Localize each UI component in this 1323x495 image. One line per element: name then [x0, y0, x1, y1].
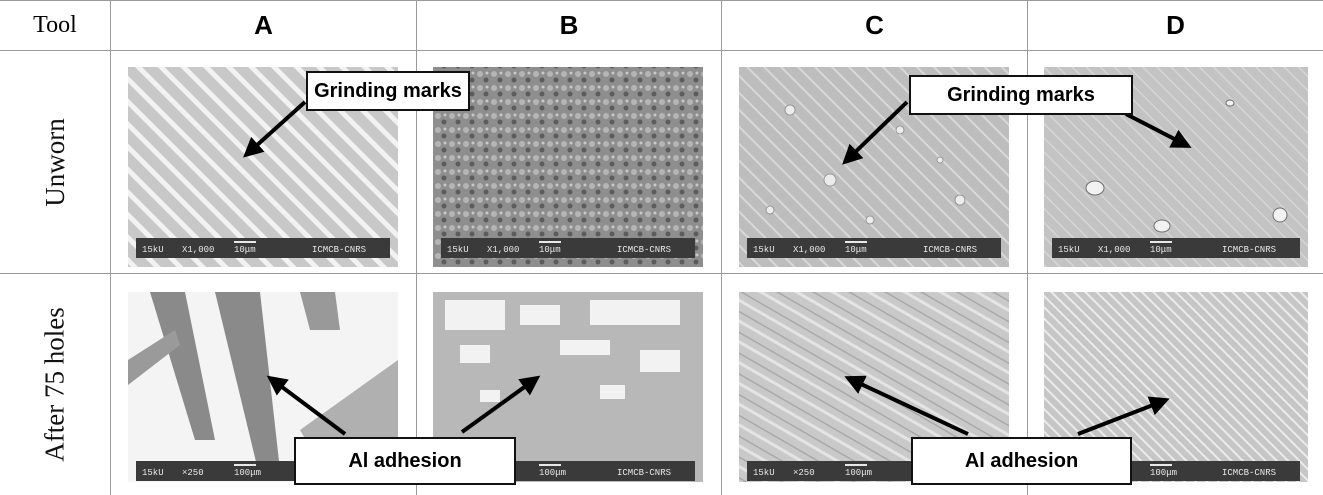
sem-scale-label: 10μm	[1150, 245, 1172, 255]
sem-mag-label: ×250	[793, 468, 815, 478]
sem-lab-label: ICMCB-CNRS	[923, 245, 977, 255]
sem-scale-label: 10μm	[234, 245, 256, 255]
sem-scale-bar	[234, 464, 256, 466]
sem-scale-bar	[845, 241, 867, 243]
row-label-after-75-holes: After 75 holes	[39, 307, 70, 462]
callout-grinding-marks-right: Grinding marks	[909, 75, 1133, 115]
sem-scale-label: 10μm	[539, 245, 561, 255]
callout-al-adhesion-left: Al adhesion	[294, 437, 516, 485]
arrow-grinding-a	[243, 100, 307, 158]
sem-scale-label: 100μm	[1150, 468, 1177, 478]
sem-scale-bar	[234, 241, 256, 243]
sem-kv-label: 15kU	[447, 245, 469, 255]
sem-kv-label: 15kU	[142, 245, 164, 255]
arrow-grinding-c	[842, 100, 909, 165]
sem-mag-label: X1,000	[1098, 245, 1130, 255]
callout-grinding-marks-left: Grinding marks	[306, 71, 470, 111]
sem-lab-label: ICMCB-CNRS	[1222, 468, 1276, 478]
sem-info-bar-c-unworn: 15kU X1,000 10μm ICMCB-CNRS	[747, 238, 1001, 258]
sem-kv-label: 15kU	[142, 468, 164, 478]
sem-lab-label: ICMCB-CNRS	[617, 468, 671, 478]
sem-mag-label: X1,000	[487, 245, 519, 255]
sem-scale-label: 100μm	[539, 468, 566, 478]
sem-kv-label: 15kU	[753, 245, 775, 255]
row-label-unworn: Unworn	[39, 117, 70, 207]
sem-scale-bar	[1150, 464, 1172, 466]
sem-mag-label: X1,000	[182, 245, 214, 255]
sem-scale-label: 100μm	[845, 468, 872, 478]
sem-kv-label: 15kU	[753, 468, 775, 478]
callout-al-adhesion-right: Al adhesion	[911, 437, 1132, 485]
arrow-adhesion-c	[844, 375, 969, 436]
annotation-arrows	[243, 100, 1192, 436]
sem-scale-label: 100μm	[234, 468, 261, 478]
sem-info-bar-d-unworn: 15kU X1,000 10μm ICMCB-CNRS	[1052, 238, 1300, 258]
sem-mag-label: ×250	[182, 468, 204, 478]
header-tool: Tool	[33, 11, 77, 38]
sem-scale-bar	[845, 464, 867, 466]
sem-lab-label: ICMCB-CNRS	[617, 245, 671, 255]
sem-lab-label: ICMCB-CNRS	[1222, 245, 1276, 255]
sem-lab-label: ICMCB-CNRS	[312, 245, 366, 255]
sem-scale-bar	[1150, 241, 1172, 243]
arrow-grinding-d	[1125, 112, 1192, 148]
header-col-c: C	[865, 9, 884, 40]
sem-mag-label: X1,000	[793, 245, 825, 255]
sem-scale-bar	[539, 241, 561, 243]
arrow-adhesion-b	[460, 375, 541, 434]
sem-scale-bar	[539, 464, 561, 466]
sem-info-bar-b-unworn: 15kU X1,000 10μm ICMCB-CNRS	[441, 238, 695, 258]
sem-scale-label: 10μm	[845, 245, 867, 255]
sem-image-b-unworn	[433, 67, 703, 267]
header-col-d: D	[1166, 9, 1185, 40]
sem-kv-label: 15kU	[1058, 245, 1080, 255]
sem-info-bar-a-unworn: 15kU X1,000 10μm ICMCB-CNRS	[136, 238, 390, 258]
arrow-adhesion-d	[1077, 396, 1170, 436]
header-col-a: A	[254, 9, 273, 40]
arrow-adhesion-a	[266, 375, 347, 436]
header-col-b: B	[559, 9, 579, 40]
